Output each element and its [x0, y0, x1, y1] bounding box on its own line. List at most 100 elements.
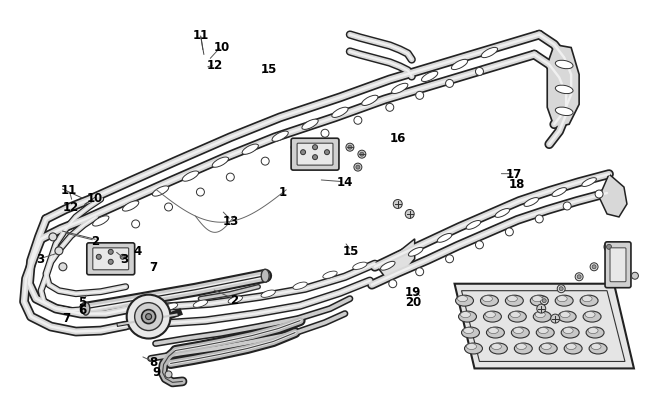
Ellipse shape [261, 290, 276, 298]
Ellipse shape [458, 311, 476, 322]
Circle shape [354, 117, 362, 125]
Ellipse shape [506, 296, 523, 307]
Ellipse shape [391, 84, 408, 94]
Text: 1: 1 [279, 186, 287, 199]
Ellipse shape [488, 328, 499, 334]
Ellipse shape [332, 108, 348, 118]
Circle shape [146, 314, 151, 320]
Ellipse shape [92, 216, 109, 226]
Circle shape [575, 273, 583, 281]
Circle shape [165, 371, 172, 378]
FancyBboxPatch shape [291, 139, 339, 171]
Text: 9: 9 [153, 366, 161, 379]
Circle shape [606, 245, 612, 250]
Text: 12: 12 [207, 59, 223, 72]
Ellipse shape [302, 120, 318, 130]
Circle shape [324, 150, 330, 155]
Text: 14: 14 [336, 176, 352, 189]
Ellipse shape [582, 296, 592, 302]
Ellipse shape [564, 343, 582, 354]
Circle shape [356, 166, 360, 170]
Polygon shape [547, 45, 579, 128]
Text: 19: 19 [405, 285, 421, 298]
Ellipse shape [482, 296, 493, 302]
Ellipse shape [361, 96, 378, 106]
Ellipse shape [261, 270, 269, 283]
Text: 2: 2 [230, 293, 239, 306]
Text: 7: 7 [62, 311, 70, 324]
Circle shape [536, 215, 543, 224]
Circle shape [196, 189, 204, 196]
Text: 10: 10 [87, 192, 103, 205]
Ellipse shape [491, 344, 501, 350]
Circle shape [348, 146, 352, 150]
Polygon shape [454, 284, 634, 369]
Text: 4: 4 [133, 245, 141, 258]
Circle shape [142, 310, 155, 324]
Circle shape [476, 68, 484, 76]
Ellipse shape [533, 311, 551, 322]
Ellipse shape [583, 311, 601, 322]
FancyBboxPatch shape [87, 243, 135, 275]
Ellipse shape [563, 328, 573, 334]
Circle shape [313, 155, 318, 160]
Circle shape [540, 297, 548, 305]
Ellipse shape [532, 296, 542, 302]
Ellipse shape [536, 312, 545, 318]
Circle shape [96, 255, 101, 260]
Ellipse shape [486, 327, 504, 338]
Circle shape [386, 104, 394, 112]
Ellipse shape [462, 327, 480, 338]
Ellipse shape [510, 312, 521, 318]
Ellipse shape [588, 328, 598, 334]
Text: 17: 17 [506, 168, 523, 181]
Circle shape [405, 210, 414, 219]
Circle shape [595, 191, 603, 198]
Ellipse shape [512, 327, 529, 338]
Ellipse shape [540, 343, 557, 354]
Ellipse shape [514, 328, 523, 334]
Circle shape [354, 164, 362, 172]
Circle shape [389, 280, 396, 288]
Ellipse shape [558, 311, 576, 322]
Ellipse shape [408, 248, 423, 257]
Ellipse shape [566, 344, 576, 350]
Text: 15: 15 [261, 63, 277, 76]
Ellipse shape [353, 262, 367, 270]
Ellipse shape [555, 61, 573, 70]
Ellipse shape [212, 158, 229, 168]
Circle shape [120, 255, 125, 260]
Circle shape [446, 80, 454, 88]
Ellipse shape [541, 344, 551, 350]
Circle shape [109, 250, 113, 255]
Ellipse shape [585, 312, 595, 318]
Ellipse shape [323, 271, 337, 279]
Ellipse shape [552, 188, 567, 197]
Circle shape [631, 273, 638, 279]
Text: 6: 6 [78, 303, 86, 316]
Text: 20: 20 [405, 295, 421, 308]
Text: 11: 11 [192, 28, 209, 41]
Text: 2: 2 [91, 234, 99, 247]
Ellipse shape [530, 296, 548, 307]
Ellipse shape [514, 343, 532, 354]
Text: 11: 11 [61, 184, 77, 197]
Ellipse shape [122, 201, 139, 211]
Ellipse shape [524, 198, 539, 207]
FancyBboxPatch shape [93, 248, 129, 270]
Circle shape [563, 202, 571, 211]
Polygon shape [599, 175, 627, 217]
Ellipse shape [458, 296, 467, 302]
Circle shape [321, 130, 329, 138]
Ellipse shape [486, 312, 495, 318]
Circle shape [592, 265, 596, 269]
Ellipse shape [555, 296, 573, 307]
Circle shape [476, 241, 484, 249]
Ellipse shape [508, 311, 526, 322]
Text: 3: 3 [120, 253, 128, 266]
Ellipse shape [163, 303, 177, 311]
Circle shape [109, 260, 113, 264]
Circle shape [360, 153, 364, 157]
FancyBboxPatch shape [297, 144, 333, 166]
Ellipse shape [465, 343, 482, 354]
